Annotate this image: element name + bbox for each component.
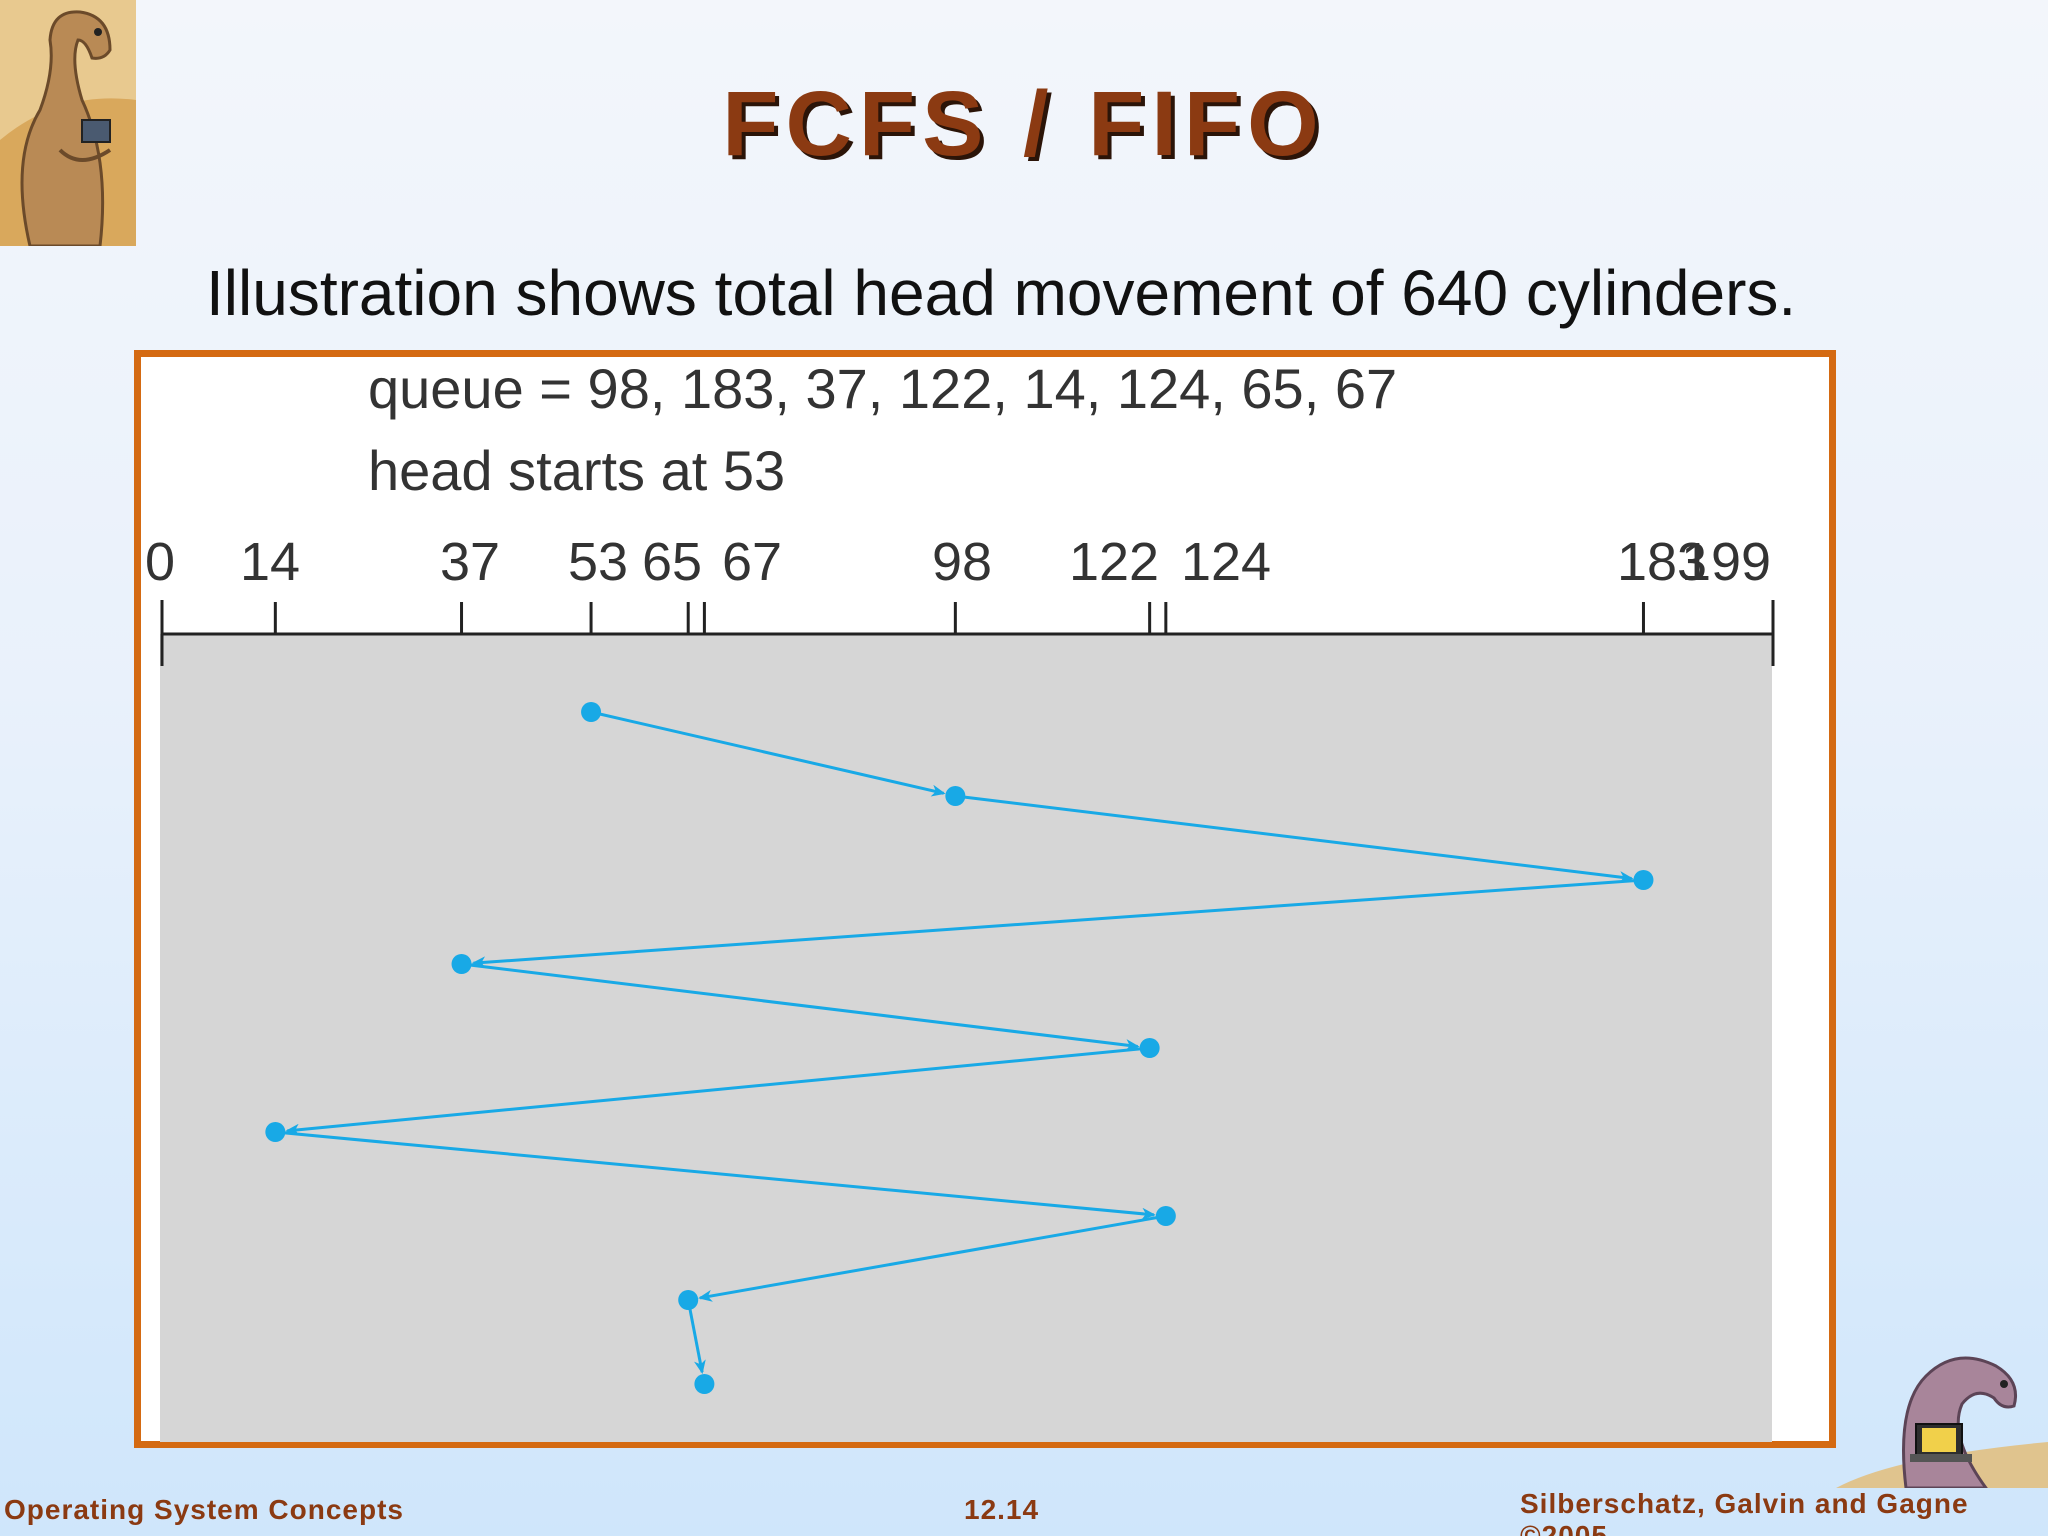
- dinosaur-laptop-icon: [1836, 1356, 2048, 1488]
- axis-tick-label: 65: [642, 532, 702, 592]
- slide-title: FCFS / FIFO: [722, 73, 1326, 175]
- head-position-point: [265, 1122, 286, 1142]
- footer-page-number: 12.14: [964, 1494, 1040, 1525]
- diagram-panel: [160, 634, 1772, 1442]
- queue-label: queue = 98, 183, 37, 122, 14, 124, 65, 6…: [368, 357, 1398, 420]
- head-movement-segment: [686, 1299, 706, 1375]
- head-position-point: [678, 1290, 699, 1310]
- axis-tick-label: 98: [932, 532, 992, 592]
- axis-tick-label: 67: [722, 532, 782, 592]
- head-position-point: [945, 786, 966, 806]
- axis-tick-label: 53: [568, 532, 628, 592]
- footer-authors: Silberschatz, Galvin and Gagne ©2005: [1520, 1488, 1969, 1536]
- slide-subtitle: Illustration shows total head movement o…: [206, 257, 1797, 329]
- axis-tick-label: 0: [145, 532, 175, 592]
- axis-tick-label: 14: [240, 532, 300, 592]
- axis-tick-label: 124: [1181, 532, 1271, 592]
- head-position-point: [1633, 870, 1654, 890]
- axis-tick-label: 199: [1681, 532, 1771, 592]
- head-position-point: [694, 1374, 715, 1394]
- axis-tick-label: 122: [1069, 532, 1159, 592]
- head-position-point: [581, 702, 602, 722]
- axis-tick-label: 183: [1617, 532, 1707, 592]
- head-movement-segment: [285, 1046, 1150, 1136]
- head-position-point: [1155, 1206, 1176, 1226]
- head-movement-segment: [471, 878, 1644, 969]
- axis-tick-label: 37: [440, 532, 500, 592]
- head-movement-segment: [955, 794, 1634, 884]
- head-position-point: [451, 954, 472, 974]
- head-start-label: head starts at 53: [368, 439, 786, 502]
- head-movement-segment: [275, 1130, 1156, 1220]
- footer-course: Operating System Concepts: [4, 1494, 404, 1525]
- head-movement-segment: [590, 710, 946, 797]
- dinosaur-reading-icon: [0, 0, 136, 246]
- head-movement-segment: [461, 962, 1140, 1052]
- head-movement-segment: [698, 1214, 1167, 1302]
- head-position-point: [1139, 1038, 1160, 1058]
